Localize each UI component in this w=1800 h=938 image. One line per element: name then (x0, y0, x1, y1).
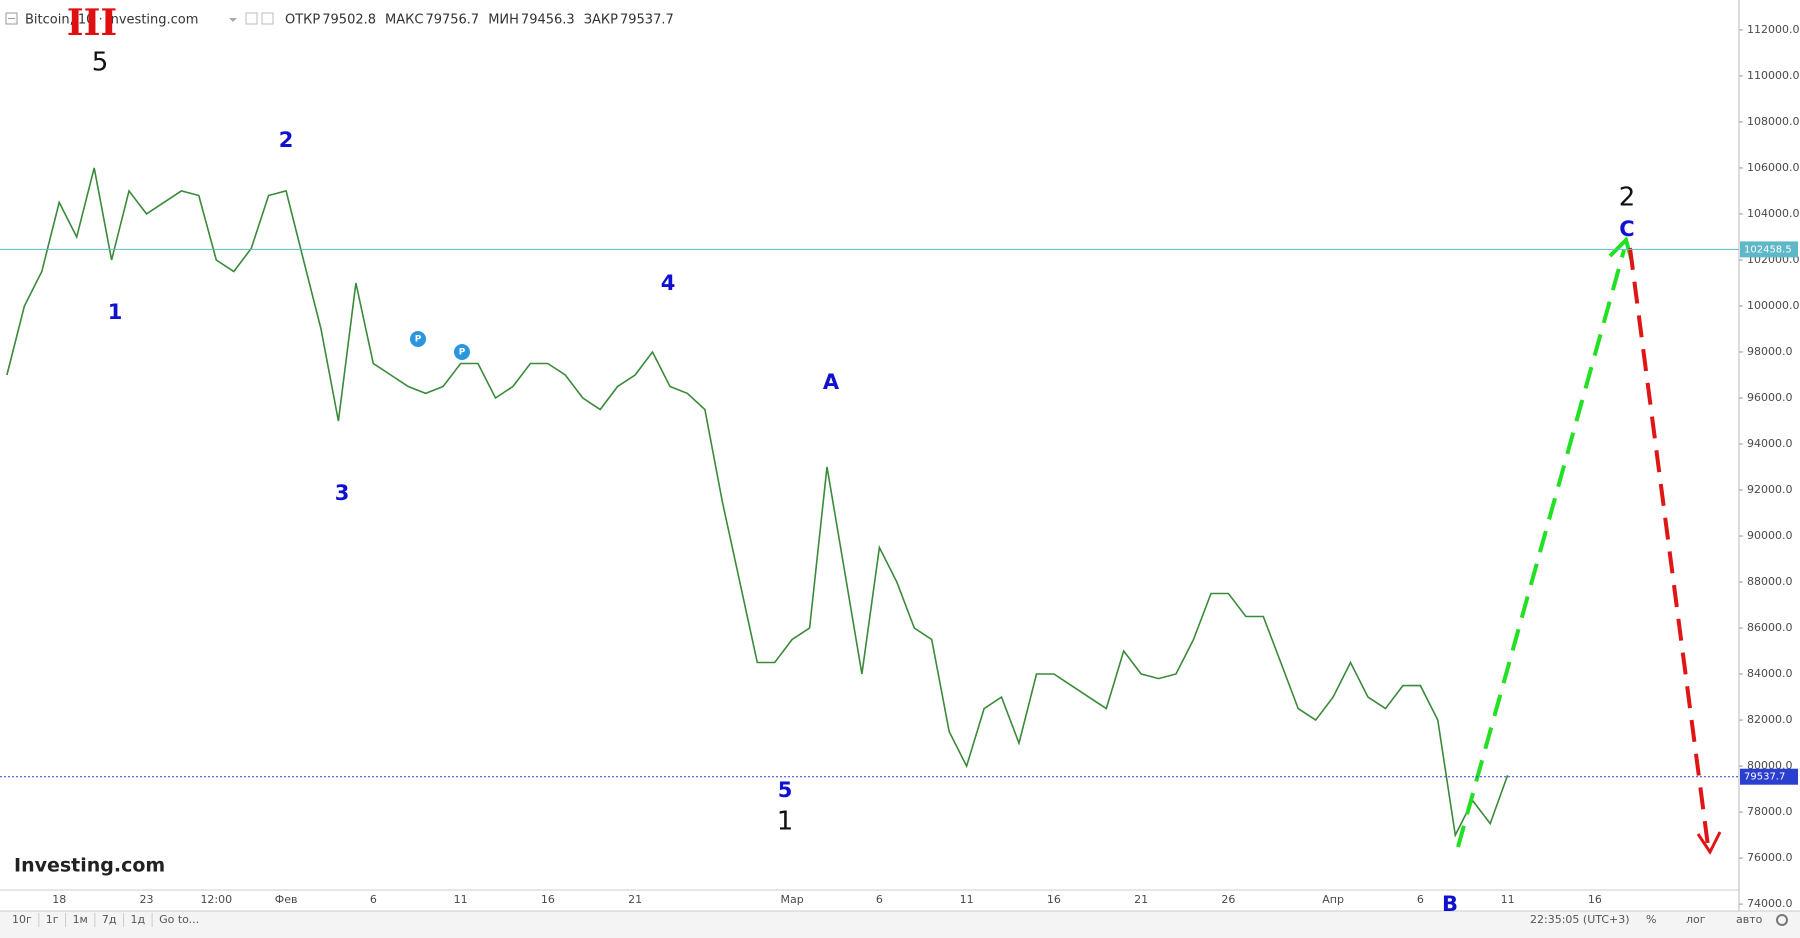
clock: 22:35:05 (UTC+3) (1530, 913, 1630, 926)
projection-up (1456, 249, 1626, 848)
x-tick-label: Фев (275, 893, 298, 906)
x-tick-label: 11 (454, 893, 468, 906)
wave-label: III (67, 2, 118, 44)
x-tick-label: 11 (960, 893, 974, 906)
projection-down-head (1696, 831, 1722, 855)
scale-option[interactable]: авто (1736, 913, 1763, 926)
price-line-label: 79537.7 (1744, 772, 1785, 783)
wave-label: 2 (279, 128, 294, 152)
event-marker[interactable] (410, 331, 426, 347)
x-tick-label: 21 (628, 893, 642, 906)
y-tick-label: 110000.0 (1747, 69, 1800, 82)
chart-title: Bitcoin, 10 · Investing.com (25, 13, 198, 28)
x-tick-label: Мар (781, 893, 804, 906)
ohlc-value: 79756.7 (425, 13, 479, 28)
y-tick-label: 78000.0 (1747, 805, 1793, 818)
y-tick-label: 98000.0 (1747, 345, 1793, 358)
range-button[interactable]: 1д (130, 913, 145, 926)
wave-label: 5 (92, 48, 109, 78)
x-tick-label: 12:00 (200, 893, 232, 906)
x-tick-label: 16 (1588, 893, 1602, 906)
x-tick-label: 23 (140, 893, 154, 906)
range-button[interactable]: 7д (102, 913, 117, 926)
wave-label: 2 (1619, 183, 1636, 213)
y-tick-label: 74000.0 (1747, 897, 1793, 910)
wave-label: 4 (661, 271, 676, 295)
ohlc-label: МИН (488, 13, 519, 28)
scale-option[interactable]: % (1646, 913, 1656, 926)
y-tick-label: 96000.0 (1747, 391, 1793, 404)
event-marker-icon: P (415, 335, 422, 345)
y-tick-label: 82000.0 (1747, 713, 1793, 726)
price-line-label: 102458.5 (1744, 244, 1792, 255)
settings-gear[interactable] (1776, 914, 1788, 926)
x-tick-label: 6 (1417, 893, 1424, 906)
x-tick-label: 26 (1221, 893, 1235, 906)
logo: Investing.com (14, 855, 165, 877)
collapse-icon[interactable] (5, 12, 18, 25)
y-tick-label: 88000.0 (1747, 575, 1793, 588)
title-dropdown[interactable] (229, 18, 237, 22)
price-line-badge (1740, 768, 1798, 785)
y-tick-label: 108000.0 (1747, 115, 1800, 128)
wave-label: 5 (778, 778, 793, 802)
wave-label: A (823, 370, 840, 394)
wave-label: 3 (335, 481, 350, 505)
x-tick-label: 18 (52, 893, 66, 906)
plot-area (6, 167, 1509, 838)
range-button[interactable]: 1г (46, 913, 59, 926)
y-tick-label: 76000.0 (1747, 851, 1793, 864)
y-tick-label: 112000.0 (1747, 23, 1800, 36)
x-tick-label: 6 (876, 893, 883, 906)
settings-icon[interactable] (245, 12, 258, 25)
ohlc-label: ЗАКР (584, 13, 618, 28)
event-marker-icon: P (459, 348, 466, 358)
goto-button[interactable]: Go to... (159, 913, 199, 926)
ohlc-label: МАКС (385, 13, 423, 28)
toolbar (0, 911, 1800, 938)
y-tick-label: 92000.0 (1747, 483, 1793, 496)
ohlc-value: 79456.3 (521, 13, 575, 28)
wave-label: C (1619, 217, 1634, 241)
event-marker[interactable] (454, 344, 470, 360)
hide-icon[interactable] (261, 12, 274, 25)
wave-label: 1 (777, 807, 794, 837)
wave-label: 1 (108, 300, 123, 324)
y-tick-label: 90000.0 (1747, 529, 1793, 542)
y-tick-label: 100000.0 (1747, 299, 1800, 312)
x-tick-label: 6 (370, 893, 377, 906)
y-tick-label: 94000.0 (1747, 437, 1793, 450)
x-tick-label: 21 (1134, 893, 1148, 906)
x-tick-label: 16 (541, 893, 555, 906)
y-tick-label: 104000.0 (1747, 207, 1800, 220)
ohlc-value: 79502.8 (322, 13, 376, 28)
range-button[interactable]: 1м (73, 913, 88, 926)
wave-label: B (1442, 892, 1458, 916)
ohlc-value: 79537.7 (620, 13, 674, 28)
y-tick-label: 106000.0 (1747, 161, 1800, 174)
y-tick-label: 84000.0 (1747, 667, 1793, 680)
toolbar-buttons: 10г 1г 1м 7д 1д Go to... 22:35:05 (UTC+3)% лог а… (12, 913, 1788, 927)
y-tick-label: 86000.0 (1747, 621, 1793, 634)
price-line-badge (1740, 241, 1798, 258)
range-button[interactable]: 10г (12, 913, 32, 926)
ohlc-label: ОТКР (285, 13, 320, 28)
scale-option[interactable]: лог (1686, 913, 1706, 926)
x-tick-label: 11 (1501, 893, 1515, 906)
x-tick-label: Апр (1322, 893, 1344, 906)
x-tick-label: 16 (1047, 893, 1061, 906)
price-line-series (6, 167, 1509, 838)
